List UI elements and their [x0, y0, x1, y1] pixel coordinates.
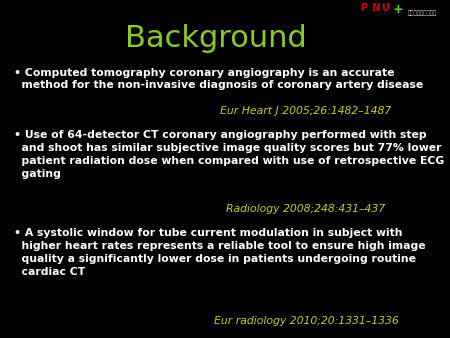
- Text: P: P: [360, 3, 367, 14]
- Text: +: +: [393, 3, 404, 16]
- Text: • A systolic window for tube current modulation in subject with
  higher heart r: • A systolic window for tube current mod…: [14, 228, 425, 276]
- Text: N: N: [371, 3, 379, 14]
- Text: Eur Heart J 2005;26:1482–1487: Eur Heart J 2005;26:1482–1487: [220, 106, 392, 117]
- Text: Eur radiology 2010;20:1331–1336: Eur radiology 2010;20:1331–1336: [214, 316, 398, 326]
- Text: Radiology 2008;248:431–437: Radiology 2008;248:431–437: [226, 204, 386, 215]
- Text: • Use of 64-detector CT coronary angiography performed with step
  and shoot has: • Use of 64-detector CT coronary angiogr…: [14, 130, 444, 178]
- Text: • Computed tomography coronary angiography is an accurate
  method for the non-i: • Computed tomography coronary angiograp…: [14, 68, 423, 90]
- Text: 양산부산대학교병원: 양산부산대학교병원: [407, 10, 436, 16]
- Text: U: U: [382, 3, 389, 14]
- Text: Background: Background: [125, 24, 307, 53]
